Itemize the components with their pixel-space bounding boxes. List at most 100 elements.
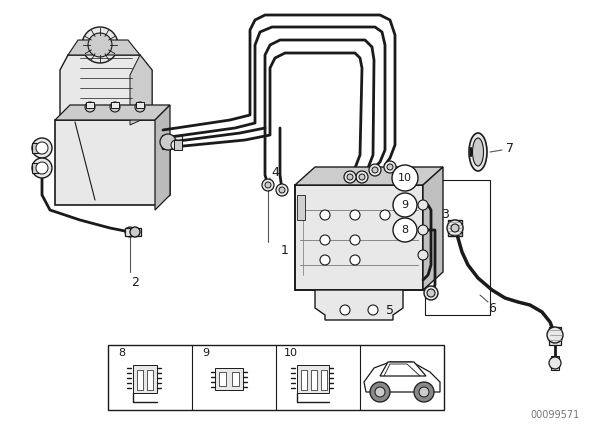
- Circle shape: [88, 33, 112, 57]
- Bar: [232, 372, 239, 386]
- Circle shape: [418, 200, 428, 210]
- Polygon shape: [130, 55, 152, 125]
- Bar: [108, 345, 444, 410]
- Bar: [32, 163, 44, 173]
- Text: 3: 3: [441, 209, 449, 221]
- Circle shape: [372, 167, 378, 173]
- Circle shape: [32, 138, 52, 158]
- Circle shape: [276, 184, 288, 196]
- Circle shape: [110, 102, 120, 112]
- Circle shape: [344, 171, 356, 183]
- Circle shape: [135, 102, 145, 112]
- Bar: [301, 370, 307, 390]
- Text: 00099571: 00099571: [530, 410, 580, 420]
- Polygon shape: [364, 362, 440, 392]
- Polygon shape: [423, 167, 443, 290]
- Circle shape: [356, 171, 368, 183]
- Text: 5: 5: [386, 304, 394, 316]
- Text: 9: 9: [401, 200, 409, 210]
- Bar: [311, 370, 317, 390]
- Polygon shape: [60, 55, 152, 125]
- Bar: [136, 102, 144, 108]
- Circle shape: [340, 305, 350, 315]
- Circle shape: [350, 255, 360, 265]
- Circle shape: [262, 179, 274, 191]
- Bar: [174, 140, 182, 150]
- Bar: [448, 220, 462, 236]
- Bar: [162, 135, 182, 149]
- Circle shape: [171, 140, 181, 150]
- Polygon shape: [380, 362, 426, 376]
- Bar: [125, 228, 141, 236]
- Circle shape: [320, 255, 330, 265]
- Bar: [295, 185, 423, 290]
- Text: 2: 2: [131, 276, 139, 288]
- Circle shape: [36, 162, 48, 174]
- Circle shape: [125, 227, 135, 237]
- Polygon shape: [295, 167, 443, 185]
- Circle shape: [32, 158, 52, 178]
- Text: 9: 9: [202, 348, 209, 358]
- Text: 1: 1: [281, 243, 289, 257]
- Bar: [32, 143, 44, 153]
- Circle shape: [369, 164, 381, 176]
- Circle shape: [370, 382, 390, 402]
- Bar: [297, 195, 305, 220]
- Circle shape: [387, 164, 393, 170]
- Circle shape: [350, 210, 360, 220]
- Bar: [551, 356, 559, 370]
- Circle shape: [347, 174, 353, 180]
- Circle shape: [265, 182, 271, 188]
- Ellipse shape: [469, 133, 487, 171]
- Text: 8: 8: [401, 225, 409, 235]
- Ellipse shape: [473, 138, 484, 166]
- Text: 6: 6: [488, 301, 496, 315]
- Bar: [137, 370, 143, 390]
- Text: 10: 10: [398, 173, 412, 183]
- Bar: [133, 365, 157, 393]
- Circle shape: [130, 227, 140, 237]
- Bar: [297, 365, 329, 393]
- Circle shape: [85, 102, 95, 112]
- Circle shape: [359, 174, 365, 180]
- Bar: [111, 102, 119, 108]
- Circle shape: [451, 224, 459, 232]
- Bar: [219, 372, 226, 386]
- Circle shape: [384, 161, 396, 173]
- Circle shape: [549, 357, 561, 369]
- Bar: [321, 370, 327, 390]
- Circle shape: [82, 27, 118, 63]
- Circle shape: [419, 387, 429, 397]
- Text: 10: 10: [284, 348, 298, 358]
- Bar: [86, 102, 94, 108]
- Circle shape: [547, 327, 563, 343]
- Circle shape: [392, 165, 418, 191]
- Bar: [147, 370, 153, 390]
- Bar: [425, 180, 490, 315]
- Circle shape: [350, 235, 360, 245]
- Text: 4: 4: [271, 165, 279, 179]
- Text: 7: 7: [506, 142, 514, 154]
- Polygon shape: [55, 120, 170, 205]
- Circle shape: [427, 289, 435, 297]
- Polygon shape: [55, 105, 170, 120]
- Polygon shape: [315, 290, 403, 320]
- Bar: [215, 368, 243, 390]
- Circle shape: [418, 225, 428, 235]
- Circle shape: [393, 193, 417, 217]
- Circle shape: [320, 210, 330, 220]
- Circle shape: [424, 286, 438, 300]
- Circle shape: [36, 142, 48, 154]
- Circle shape: [393, 218, 417, 242]
- Circle shape: [368, 305, 378, 315]
- Circle shape: [414, 382, 434, 402]
- Polygon shape: [68, 40, 140, 55]
- Circle shape: [375, 387, 385, 397]
- Circle shape: [160, 134, 176, 150]
- Circle shape: [418, 250, 428, 260]
- Polygon shape: [155, 105, 170, 210]
- Circle shape: [447, 220, 463, 236]
- Circle shape: [320, 235, 330, 245]
- Circle shape: [279, 187, 285, 193]
- Circle shape: [380, 210, 390, 220]
